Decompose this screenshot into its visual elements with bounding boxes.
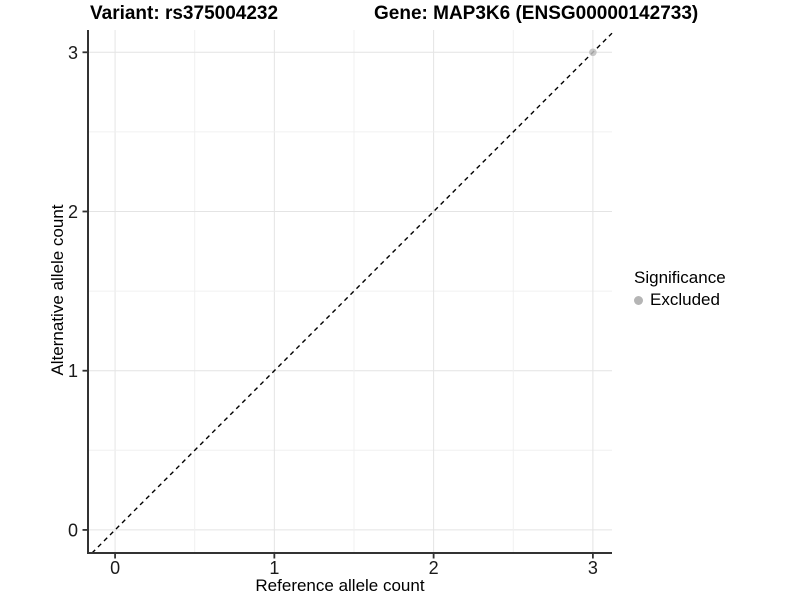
x-tick-label: 2: [429, 558, 439, 578]
x-tick-label: 0: [110, 558, 120, 578]
y-tick-label: 2: [68, 202, 78, 222]
x-tick-label: 1: [269, 558, 279, 578]
plot-title-gene: Gene: MAP3K6 (ENSG00000142733): [374, 3, 699, 24]
y-tick-label: 1: [68, 361, 78, 381]
legend: Significance Excluded: [632, 267, 726, 310]
legend-items: Excluded: [632, 290, 726, 310]
legend-item: Excluded: [632, 290, 726, 310]
legend-key-dot: [634, 295, 643, 305]
x-tick-label: 3: [588, 558, 598, 578]
identity-reference-line: [91, 32, 613, 554]
y-axis-title: Alternative allele count: [48, 204, 67, 376]
legend-item-label: Excluded: [650, 290, 720, 309]
legend-title: Significance: [634, 268, 726, 287]
y-tick-label: 3: [68, 43, 78, 63]
plot-title-variant: Variant: rs375004232: [90, 3, 279, 24]
y-tick-label: 0: [68, 520, 78, 540]
data-point: [589, 48, 597, 57]
x-axis-title: Reference allele count: [255, 576, 425, 595]
